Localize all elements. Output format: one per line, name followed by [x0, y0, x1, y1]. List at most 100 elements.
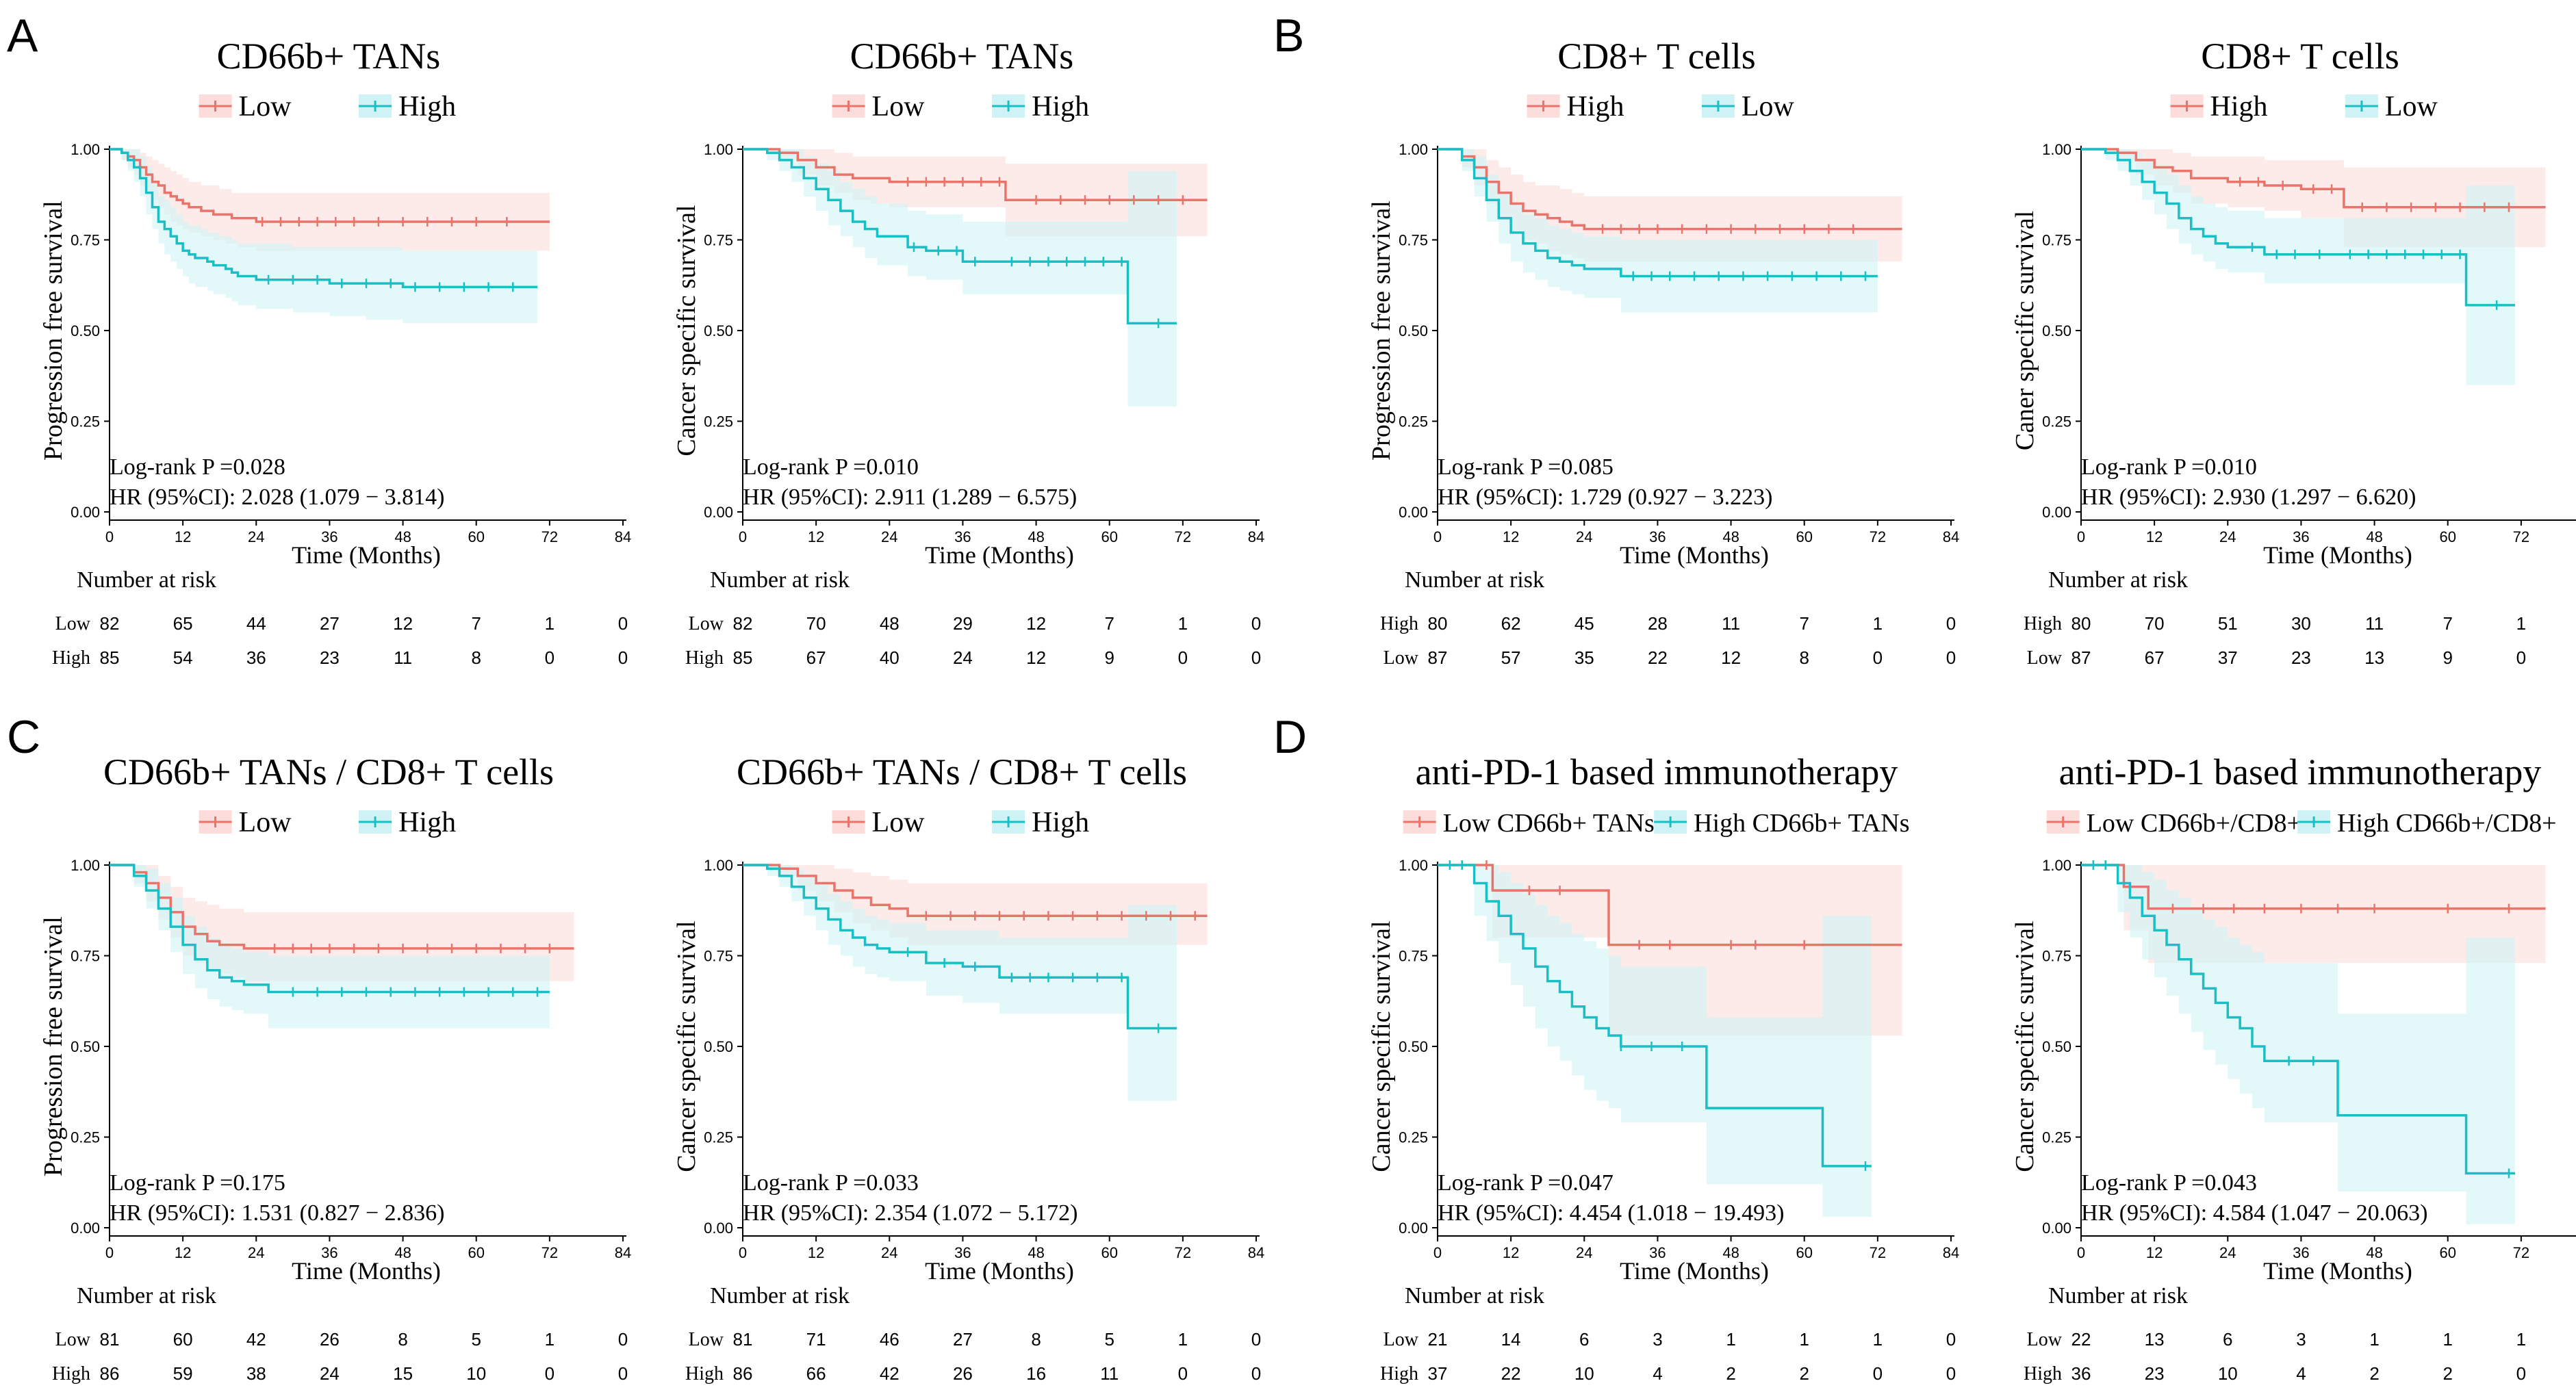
x-axis-title: Time (Months)	[2263, 541, 2412, 569]
y-tick-label: 0.50	[1399, 1038, 1428, 1055]
risk-count: 30	[2291, 613, 2311, 634]
y-tick-label: 0.25	[2042, 413, 2071, 430]
legend-label: Low CD66b+ TANs	[1443, 809, 1655, 838]
x-tick-label: 12	[175, 1244, 191, 1261]
confidence-band-red	[110, 149, 550, 251]
risk-count: 11	[1722, 613, 1740, 634]
x-tick-label: 12	[175, 528, 191, 545]
risk-count: 11	[2365, 613, 2384, 634]
risk-table: Number at risk Low 82 65 44 27 12 7 1 0 High 85 54 36…	[52, 567, 628, 669]
legend-item-2: High	[359, 91, 456, 123]
risk-count: 1	[1726, 1329, 1735, 1350]
risk-count: 85	[733, 647, 753, 668]
km-curve	[743, 148, 1177, 325]
x-tick-label: 24	[248, 528, 264, 545]
axes: 0.000.250.500.751.00012243648607284Time …	[2011, 141, 2576, 569]
y-tick-label: 0.25	[704, 1129, 733, 1146]
y-tick-label: 1.00	[71, 141, 100, 158]
risk-count: 80	[1428, 613, 1448, 634]
risk-count: 70	[2145, 613, 2165, 634]
risk-count: 81	[733, 1329, 753, 1350]
y-tick-label: 1.00	[704, 141, 733, 158]
legend-item-2: High	[992, 91, 1089, 123]
risk-count: 37	[2218, 647, 2238, 668]
risk-count: 12	[1026, 647, 1046, 668]
x-tick-label: 0	[105, 1244, 114, 1261]
confidence-band-cyan	[2081, 149, 2515, 385]
chart-title: anti-PD-1 based immunotherapy	[2059, 751, 2542, 792]
y-tick-label: 0.75	[704, 232, 733, 249]
y-tick-label: 0.75	[1399, 948, 1428, 965]
y-tick-label: 0.50	[71, 1038, 100, 1055]
x-tick-label: 48	[1028, 1244, 1044, 1261]
km-curve	[743, 864, 1177, 1030]
risk-count: 0	[2516, 647, 2526, 668]
risk-count: 7	[1104, 613, 1114, 634]
risk-count: 48	[880, 613, 900, 634]
x-tick-label: 60	[2439, 528, 2456, 545]
axes: 0.000.250.500.751.00012243648607284Time …	[2011, 857, 2576, 1285]
chart-title: CD66b+ TANs	[217, 36, 441, 77]
km-series-2	[1438, 860, 1872, 1171]
x-tick-label: 0	[739, 528, 747, 545]
risk-count: 3	[1653, 1329, 1662, 1350]
risk-count: 0	[1946, 613, 1956, 634]
risk-count: 12	[1721, 647, 1741, 668]
risk-count: 27	[320, 613, 340, 634]
risk-count: 0	[1946, 1329, 1956, 1350]
risk-count: 0	[618, 1363, 628, 1384]
x-tick-label: 36	[1649, 1244, 1666, 1261]
legend-label: High CD66b+/CD8+	[2337, 809, 2557, 838]
confidence-bands	[1438, 149, 1902, 313]
risk-count: 87	[2071, 647, 2091, 668]
y-tick-label: 0.25	[71, 1129, 100, 1146]
risk-count: 0	[1178, 647, 1188, 668]
y-tick-label: 0.00	[1399, 504, 1428, 521]
y-tick-label: 0.50	[704, 1038, 733, 1055]
risk-count: 5	[1104, 1329, 1114, 1350]
risk-count: 0	[1946, 647, 1956, 668]
risk-count: 8	[471, 647, 481, 668]
risk-count: 1	[1873, 613, 1883, 634]
risk-row-label: High	[2024, 1363, 2062, 1384]
y-tick-label: 0.75	[2042, 948, 2071, 965]
x-tick-label: 84	[1248, 528, 1264, 545]
confidence-bands	[1438, 865, 1902, 1217]
y-tick-label: 0.00	[71, 1220, 100, 1237]
chart-title: CD8+ T cells	[1557, 36, 1755, 77]
legend-item-1: Low CD66b+/CD8+	[2046, 809, 2301, 838]
risk-count: 13	[2145, 1329, 2165, 1350]
risk-table-title: Number at risk	[710, 1283, 850, 1309]
y-axis-title: Cancer specific survival	[1367, 920, 1396, 1172]
stat-line-1: Log-rank P =0.085	[1438, 454, 1614, 480]
legend-item-1: Low	[199, 91, 292, 123]
stat-line-1: Log-rank P =0.043	[2081, 1170, 2257, 1196]
stat-line-2: HR (95%CI): 4.584 (1.047 − 20.063)	[2081, 1200, 2427, 1226]
risk-row-label: Low	[2027, 647, 2063, 669]
x-tick-label: 72	[1870, 1244, 1886, 1261]
risk-row-label: Low	[689, 613, 724, 634]
risk-row-label: High	[685, 647, 724, 669]
risk-count: 40	[880, 647, 900, 668]
x-tick-label: 60	[468, 528, 484, 545]
risk-count: 8	[398, 1329, 407, 1350]
legend-item-1: Low	[199, 807, 292, 838]
risk-count: 0	[1873, 1363, 1883, 1384]
risk-count: 0	[1178, 1363, 1188, 1384]
legend-label: Low	[872, 807, 926, 838]
x-axis-title: Time (Months)	[292, 1257, 441, 1285]
risk-count: 57	[1501, 647, 1521, 668]
risk-count: 1	[2516, 1329, 2526, 1350]
km-chart-6: CD66b+ TANs / CD8+ T cells Low High 0.00 0.2…	[672, 751, 1264, 1384]
y-tick-label: 1.00	[71, 857, 100, 874]
x-tick-label: 24	[248, 1244, 264, 1261]
legend-label: High	[1567, 91, 1624, 123]
y-tick-label: 0.75	[1399, 232, 1428, 249]
km-series-1	[1438, 860, 1902, 950]
risk-count: 60	[173, 1329, 193, 1350]
risk-table: Number at riskLow2213631110High362310422…	[2024, 1283, 2526, 1384]
x-tick-label: 0	[739, 1244, 747, 1261]
